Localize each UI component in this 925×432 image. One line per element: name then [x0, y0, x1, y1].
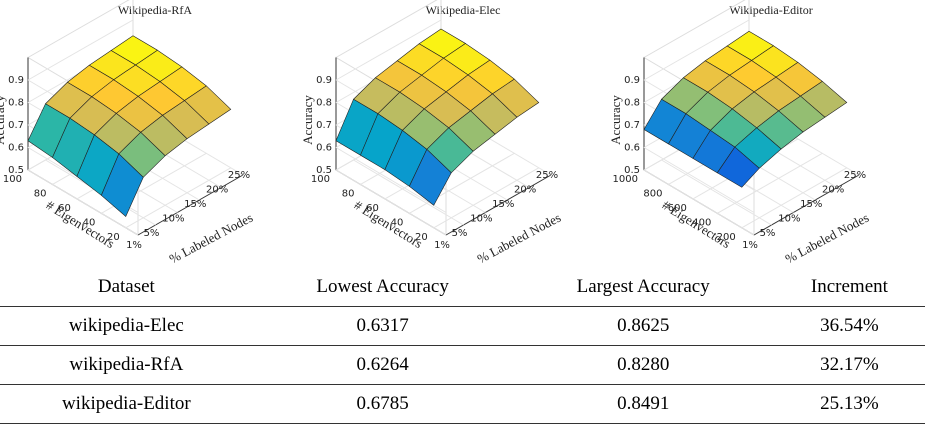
x-tick-label: 20% [822, 185, 844, 196]
x-tick-label: 10% [162, 214, 184, 225]
grid-line [335, 147, 447, 213]
header-cell: Largest Accuracy [512, 268, 774, 307]
y-tick-label: 600 [668, 203, 687, 214]
z-tick-label: 0.7 [624, 120, 640, 131]
x-tick-label: 5% [760, 228, 776, 239]
table-cell: 0.8491 [512, 384, 774, 424]
z-tick-label: 0.9 [624, 75, 640, 86]
x-tick-label: 10% [470, 214, 492, 225]
y-tick-label: 40 [83, 217, 96, 228]
z-tick-label: 0.8 [316, 98, 332, 109]
grid-line [27, 19, 134, 81]
header-cell: Dataset [0, 268, 253, 307]
z-axis-label: Accuracy [300, 95, 315, 145]
table-cell: 0.8280 [512, 345, 774, 385]
y-tick-label: 1000 [613, 174, 638, 185]
y-tick-label: 80 [342, 188, 355, 199]
z-tick-label: 0.8 [8, 98, 24, 109]
figure: Wikipedia-RfA 0.5 0.6 0.7 0.8 0.9 20 40 60 80 100 1… [0, 0, 871, 266]
z-tick-label: 0.6 [316, 143, 332, 154]
table-cell: 36.54% [773, 306, 925, 346]
grid-line [643, 169, 755, 236]
z-tick-label: 0.5 [316, 165, 332, 176]
y-tick-label: 200 [717, 232, 736, 243]
surface-cell [408, 148, 452, 206]
y-axis-label: # Eigenvectors [351, 197, 425, 251]
table-cell: 0.6785 [252, 384, 513, 424]
z-tick-label: 0.7 [8, 120, 24, 131]
chart-title: Wikipedia-Elec [426, 3, 501, 17]
y-tick-label: 100 [311, 174, 330, 185]
table-cell: wikipedia-Editor [0, 384, 253, 424]
x-tick-label: 1% [434, 240, 450, 251]
z-tick-label: 0.9 [8, 75, 24, 86]
table-row: wikipedia-Editor 0.6785 0.8491 25.13% [0, 384, 925, 424]
surface-cell [100, 153, 144, 218]
table-cell: 32.17% [773, 345, 925, 385]
z-tick-label: 0.9 [316, 75, 332, 86]
table-cell: 0.8625 [512, 306, 774, 346]
y-tick-label: 40 [391, 217, 404, 228]
x-tick-label: 25% [228, 170, 250, 181]
header-row: Dataset Lowest Accuracy Largest Accuracy In… [0, 268, 925, 307]
table-cell: wikipedia-RfA [0, 345, 253, 385]
header-cell: Lowest Accuracy [252, 268, 513, 307]
x-tick-label: 15% [800, 199, 822, 210]
x-tick-label: 1% [742, 240, 758, 251]
z-tick-label: 0.6 [624, 143, 640, 154]
z-tick-label: 0.5 [624, 165, 640, 176]
y-tick-label: 60 [366, 203, 379, 214]
z-tick-label: 0.7 [316, 120, 332, 131]
z-tick-label: 0.8 [624, 98, 640, 109]
y-axis-label: # Eigenvectors [43, 197, 117, 251]
z-axis-label: Accuracy [608, 95, 623, 145]
table-cell: 0.6264 [252, 345, 513, 385]
y-tick-label: 800 [643, 188, 662, 199]
grid-line [353, 159, 464, 226]
surface-cell [716, 146, 760, 188]
x-tick-label: 20% [206, 185, 228, 196]
z-axis-label: Accuracy [0, 95, 7, 145]
table-row: wikipedia-RfA 0.6264 0.8280 32.17% [0, 345, 925, 385]
x-tick-label: 10% [778, 214, 800, 225]
y-tick-label: 20 [107, 232, 120, 243]
y-tick-label: 100 [3, 174, 22, 185]
x-tick-label: 20% [514, 185, 536, 196]
x-tick-label: 25% [844, 170, 866, 181]
x-tick-label: 15% [492, 199, 514, 210]
y-tick-label: 20 [415, 232, 428, 243]
chart-title: Wikipedia-RfA [118, 3, 192, 17]
grid-line [335, 19, 442, 81]
y-tick-label: 80 [34, 188, 47, 199]
x-tick-label: 5% [452, 228, 468, 239]
table-cell: 25.13% [773, 384, 925, 424]
table-cell: wikipedia-Elec [0, 306, 253, 346]
z-tick-label: 0.5 [8, 165, 24, 176]
x-tick-label: 1% [126, 240, 142, 251]
grid-line [27, 169, 139, 236]
grid-line [335, 169, 447, 236]
chart-title: Wikipedia-Editor [729, 3, 813, 17]
x-tick-label: 25% [536, 170, 558, 181]
z-tick-label: 0.6 [8, 143, 24, 154]
y-axis-label: # Eigenvectors [659, 197, 733, 251]
y-tick-label: 60 [58, 203, 71, 214]
x-tick-label: 5% [144, 228, 160, 239]
results-table: Dataset Lowest Accuracy Largest Accuracy In… [0, 268, 925, 424]
header-cell: Increment [773, 268, 925, 307]
grid-line [661, 159, 772, 226]
table-row: wikipedia-Elec 0.6317 0.8625 36.54% [0, 306, 925, 346]
grid-line [643, 19, 750, 81]
grid-line [643, 147, 755, 213]
y-tick-label: 400 [692, 217, 711, 228]
x-tick-label: 15% [184, 199, 206, 210]
table-cell: 0.6317 [252, 306, 513, 346]
